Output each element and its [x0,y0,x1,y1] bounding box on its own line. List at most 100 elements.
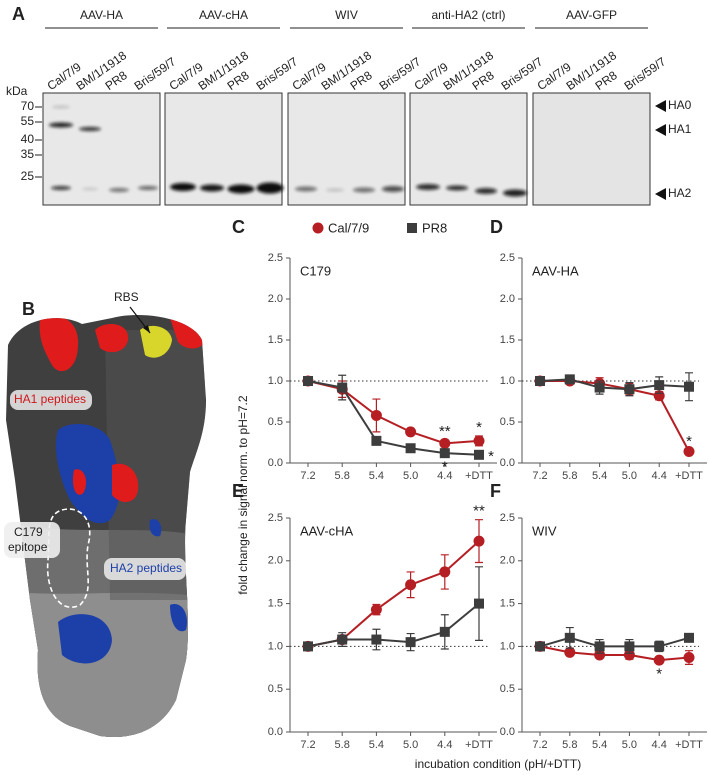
series-line [540,380,690,452]
data-point [564,374,575,385]
ha1-patch [95,324,129,353]
series-line [307,540,480,648]
y-tick-label: 0.0 [268,726,283,738]
y-tick-label: 1.0 [268,640,283,652]
series-line [307,602,480,648]
significance-mark: * [476,419,482,436]
x-tick-label: 7.2 [532,470,547,482]
data-point [564,646,576,658]
band [51,186,71,190]
significance-mark: * [442,459,448,476]
chart: D AAV-HA 0.0 0.5 1.0 1.5 2.0 2.5 7.2 5.8 5.4 5.0 4.4… [490,217,707,482]
significance-mark: * [488,448,494,465]
chart-title: AAV-HA [532,263,579,278]
panel-label: C [232,217,245,237]
series-line [539,645,690,662]
rbs-arrowhead [143,325,150,333]
data-point [337,634,348,645]
x-tick-label: 5.4 [592,739,607,751]
group-label: AAV-GFP [566,8,617,22]
y-tick-label: 1.0 [268,375,283,387]
blot-box [532,92,651,206]
panel-label: A [12,4,25,24]
significance-mark: * [656,666,662,683]
y-tick-label: 2.0 [500,293,515,305]
band-arrow [655,124,666,136]
band [382,186,404,192]
data-point [439,448,450,459]
y-tick-label: 2.0 [500,555,515,567]
y-tick-label: 0.5 [500,416,515,428]
chart: E AAV-cHA 0.0 0.5 1.0 1.5 2.0 2.5 7.2 5.8 5.4 5.0 4.… [232,481,497,751]
y-tick-label: 0.5 [268,683,283,695]
structure-bottom [6,590,206,737]
label-box [4,522,60,558]
band [82,187,98,191]
y-tick-label: 1.5 [268,598,283,610]
x-tick-label: 5.4 [369,739,384,751]
data-point [473,435,485,447]
y-tick-label: 2.0 [268,555,283,567]
data-point [594,641,605,652]
significance-mark: ** [439,423,451,440]
lane-label: Bris/59/7 [622,54,669,93]
legend: Cal/7/9 PR8 [312,220,447,235]
ha2-label: HA2 peptides [110,561,182,575]
chart: C C179 0.0 0.5 1.0 1.5 2.0 2.5 7.2 5.8 5.4 5.0 4.4 +D… [232,217,497,482]
band [353,187,375,193]
y-tick-label: 0.5 [268,416,283,428]
ha1-patch [39,315,79,372]
ha2-patch [58,614,112,664]
band-arrow [655,188,666,200]
x-tick-label: 4.4 [652,739,667,751]
panel-label: D [490,217,503,237]
legend-marker [312,222,324,234]
legend-marker [407,223,417,233]
data-point [594,382,605,393]
data-point [439,437,451,449]
band [200,184,224,192]
panel-label: B [22,299,35,319]
significance-mark: ** [473,503,485,520]
data-point [624,641,635,652]
data-point [370,409,382,421]
blot-box [287,92,406,206]
y-tick-label: 1.5 [500,598,515,610]
group-label: AAV-cHA [199,8,248,22]
marker-label: 55 [21,114,35,128]
data-point [654,641,665,652]
band [416,184,440,190]
band [52,105,70,109]
x-tick-label: 7.2 [532,739,547,751]
group-label: WIV [335,8,358,22]
x-tick-label: 4.4 [437,470,452,482]
data-point [473,535,485,547]
x-tick-label: 5.4 [592,470,607,482]
y-tick-label: 2.0 [268,293,283,305]
chart: F WIV 0.0 0.5 1.0 1.5 2.0 2.5 7.2 5.8 5.4 5.0 4.4 +DT… [490,481,707,751]
data-point [535,376,545,386]
band-arrow [655,100,666,112]
legend-label: PR8 [422,220,447,235]
x-tick-label: 5.8 [562,739,577,751]
legend-label: Cal/7/9 [328,220,369,235]
rbs-label: RBS [114,290,139,304]
data-point [683,652,695,664]
y-axis-label: fold change in signal norm. to pH=7.2 [236,395,250,594]
rbs-patch [140,325,172,358]
x-tick-label: 5.0 [622,739,637,751]
band [49,122,73,128]
band [138,186,158,190]
data-point [684,381,694,392]
data-point [371,435,382,446]
structure-shade [105,330,205,600]
y-tick-label: 0.0 [500,457,515,469]
band [227,184,255,194]
y-tick-label: 2.5 [500,512,515,524]
panel-label: F [490,481,501,501]
y-tick-label: 1.5 [268,334,283,346]
epitope-label: epitope [8,540,48,554]
data-point [405,579,417,591]
y-tick-label: 2.5 [500,252,515,264]
